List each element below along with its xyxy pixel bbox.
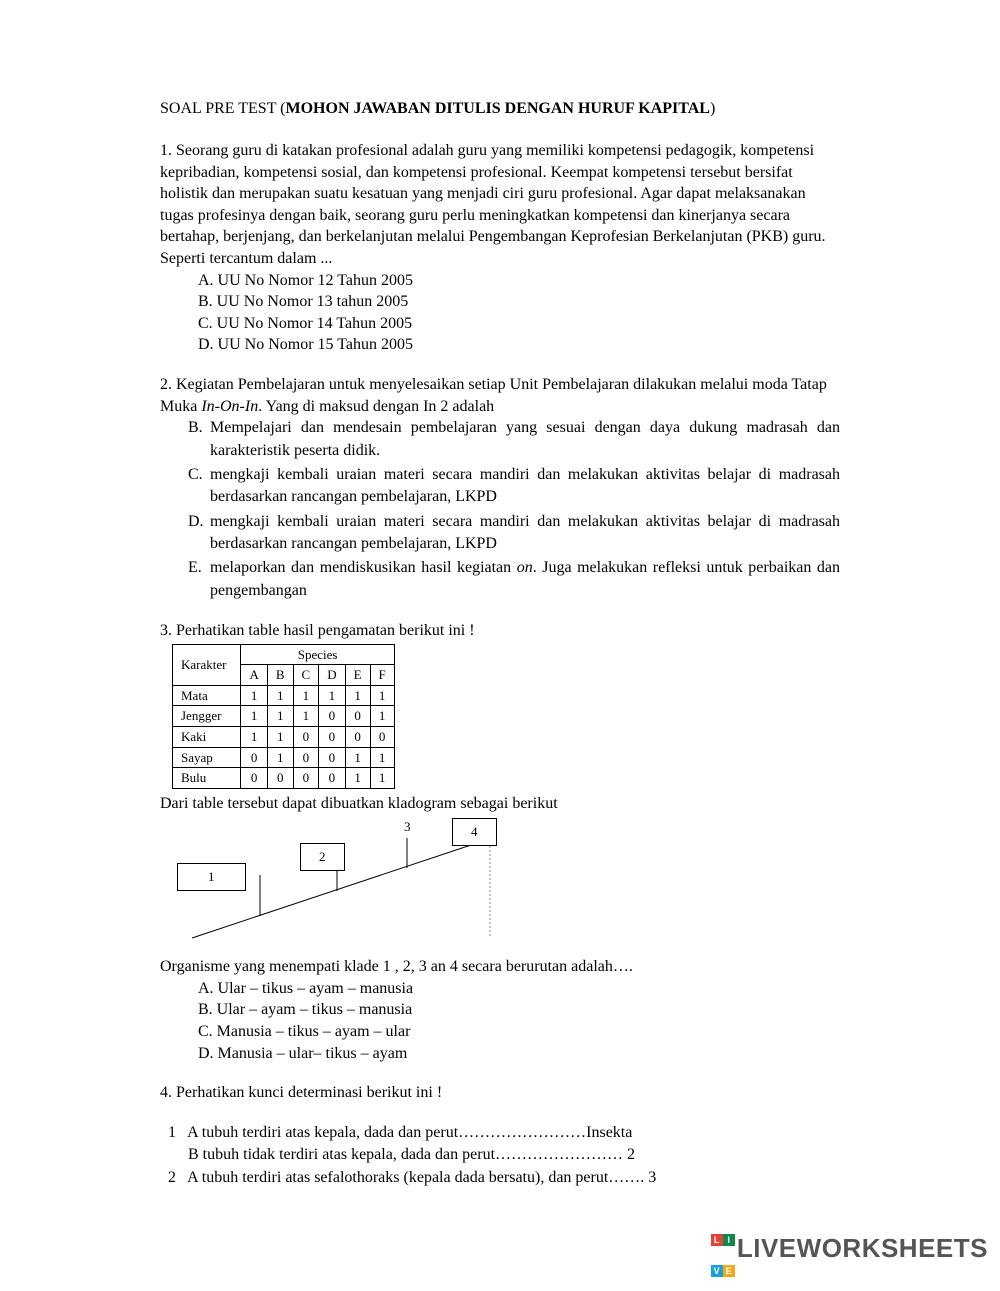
q3-opt-c: C. Manusia – tikus – ayam – ular (198, 1021, 840, 1043)
table-row: Jengger111001 (173, 706, 395, 727)
clade-box-2: 2 (300, 843, 345, 871)
watermark: LIVE LIVEWORKSHEETS (711, 1219, 988, 1281)
question-4: 4. Perhatikan kunci determinasi berikut … (160, 1082, 840, 1189)
q4-intro: 4. Perhatikan kunci determinasi berikut … (160, 1082, 840, 1104)
table-row: Kaki110000 (173, 727, 395, 748)
q1-options: A. UU No Nomor 12 Tahun 2005 B. UU No No… (160, 270, 840, 356)
clade-box-4: 4 (452, 818, 497, 846)
q2-opt-b: B. Mempelajari dan mendesain pembelajara… (188, 417, 840, 462)
watermark-text: LIVEWORKSHEETS (737, 1233, 988, 1263)
q3-after: Organisme yang menempati klade 1 , 2, 3 … (160, 956, 840, 978)
question-3: 3. Perhatikan table hasil pengamatan ber… (160, 620, 840, 1064)
q3-opt-d: D. Manusia – ular– tikus – ayam (198, 1043, 840, 1065)
clade-box-3: 3 (394, 816, 421, 838)
q1-opt-c: C. UU No Nomor 14 Tahun 2005 (198, 313, 840, 335)
title-part1: SOAL PRE TEST ( (160, 100, 286, 117)
q1-text: 1. Seorang guru di katakan profesional a… (160, 140, 840, 270)
clade-box-1: 1 (177, 863, 246, 891)
q3-opt-a: A. Ular – tikus – ayam – manusia (198, 978, 840, 1000)
q2-opt-e: E. melaporkan dan mendiskusikan hasil ke… (188, 557, 840, 602)
th-species: Species (241, 644, 394, 665)
q4-key-2a: 2 A tubuh terdiri atas sefalothoraks (ke… (160, 1167, 840, 1189)
table-row: Sayap010011 (173, 747, 395, 768)
question-2: 2. Kegiatan Pembelajaran untuk menyelesa… (160, 374, 840, 602)
q3-mid: Dari table tersebut dapat dibuatkan klad… (160, 793, 840, 815)
worksheet-page: SOAL PRE TEST (MOHON JAWABAN DITULIS DEN… (0, 0, 1000, 1267)
th-karakter: Karakter (173, 644, 241, 685)
q2-text: 2. Kegiatan Pembelajaran untuk menyelesa… (160, 374, 840, 417)
q3-intro: 3. Perhatikan table hasil pengamatan ber… (160, 620, 840, 642)
q3-table: Karakter Species A B C D E F Mata111111 … (172, 644, 395, 789)
q1-opt-d: D. UU No Nomor 15 Tahun 2005 (198, 334, 840, 356)
q3-opt-b: B. Ular – ayam – tikus – manusia (198, 999, 840, 1021)
table-row: Bulu000011 (173, 768, 395, 789)
question-1: 1. Seorang guru di katakan profesional a… (160, 140, 840, 356)
title-part3: ) (710, 100, 715, 117)
cladogram: 1 2 3 4 (172, 818, 512, 948)
table-row: Mata111111 (173, 685, 395, 706)
q4-key-1b: B tubuh tidak terdiri atas kepala, dada … (160, 1144, 840, 1166)
q2-opt-d: D. mengkaji kembali uraian materi secara… (188, 511, 840, 556)
q1-opt-b: B. UU No Nomor 13 tahun 2005 (198, 291, 840, 313)
q2-opt-c: C. mengkaji kembali uraian materi secara… (188, 464, 840, 509)
q1-opt-a: A. UU No Nomor 12 Tahun 2005 (198, 270, 840, 292)
q3-options: A. Ular – tikus – ayam – manusia B. Ular… (160, 978, 840, 1064)
page-title: SOAL PRE TEST (MOHON JAWABAN DITULIS DEN… (160, 100, 840, 118)
title-bold: MOHON JAWABAN DITULIS DENGAN HURUF KAPIT… (286, 100, 710, 117)
watermark-logo-icon: LIVE (711, 1219, 735, 1281)
q4-key-1a: 1 A tubuh terdiri atas kepala, dada dan … (160, 1122, 840, 1144)
q2-options: B. Mempelajari dan mendesain pembelajara… (160, 417, 840, 602)
